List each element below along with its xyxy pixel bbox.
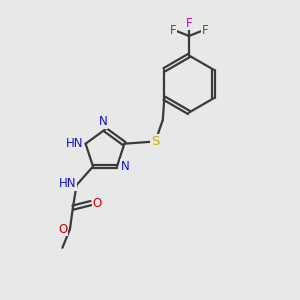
Text: HN: HN bbox=[65, 137, 83, 150]
Text: O: O bbox=[92, 196, 101, 210]
Text: O: O bbox=[58, 223, 67, 236]
Text: N: N bbox=[99, 115, 108, 128]
Text: N: N bbox=[120, 160, 129, 173]
Text: F: F bbox=[170, 24, 176, 37]
Text: S: S bbox=[151, 135, 160, 148]
Text: F: F bbox=[202, 24, 208, 37]
Text: HN: HN bbox=[59, 177, 76, 190]
Text: F: F bbox=[186, 17, 192, 30]
